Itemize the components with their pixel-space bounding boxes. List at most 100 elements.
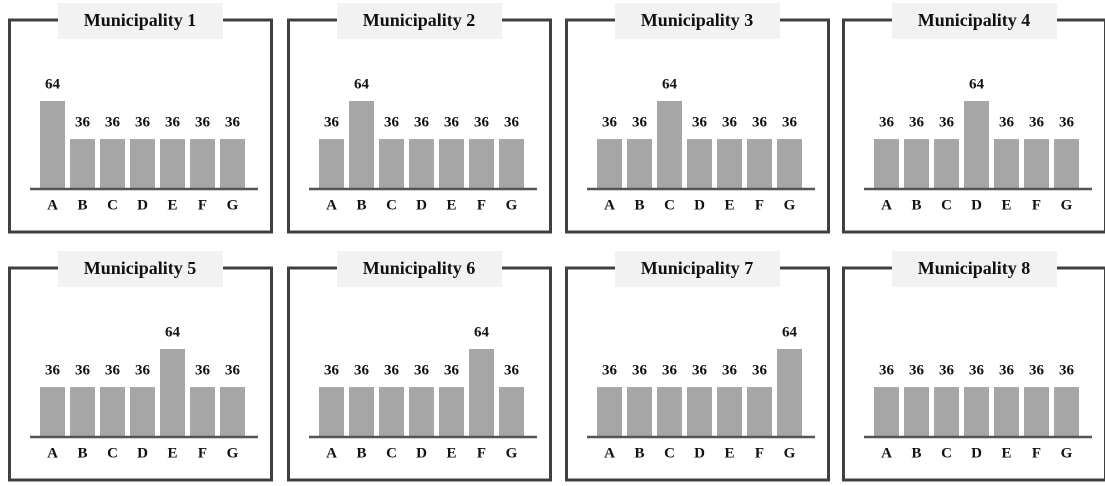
value-label: 36	[632, 115, 648, 131]
value-label: 36	[1059, 115, 1075, 131]
category-label: C	[664, 197, 675, 213]
bar	[627, 387, 652, 436]
value-label: 64	[969, 76, 985, 92]
value-label: 36	[324, 363, 340, 379]
value-label: 36	[909, 115, 925, 131]
bar	[409, 387, 434, 436]
bar	[1054, 387, 1079, 436]
category-label: F	[477, 445, 486, 461]
category-label: B	[911, 197, 921, 213]
chart-title: Municipality 4	[918, 10, 1031, 30]
category-label: E	[1001, 197, 1011, 213]
category-label: E	[1001, 445, 1011, 461]
value-label: 36	[75, 363, 91, 379]
value-label: 36	[752, 363, 768, 379]
value-label: 36	[879, 115, 895, 131]
bar	[160, 349, 185, 436]
value-label: 36	[165, 115, 181, 131]
title-box	[892, 251, 1057, 287]
chart-title: Municipality 5	[84, 258, 197, 278]
bar	[70, 139, 95, 188]
bar	[379, 139, 404, 188]
value-label: 36	[504, 363, 520, 379]
bar	[717, 387, 742, 436]
value-label: 36	[135, 115, 151, 131]
bar	[349, 101, 374, 188]
category-label: G	[227, 197, 239, 213]
title-box	[337, 251, 502, 287]
category-label: E	[724, 445, 734, 461]
value-label: 36	[444, 363, 460, 379]
value-label: 36	[105, 363, 121, 379]
value-label: 36	[1029, 115, 1045, 131]
category-label: G	[227, 445, 239, 461]
bar	[160, 139, 185, 188]
bar	[934, 387, 959, 436]
category-label: G	[506, 445, 518, 461]
value-label: 36	[324, 115, 340, 131]
category-label: B	[634, 197, 644, 213]
value-label: 36	[939, 363, 955, 379]
value-label: 36	[879, 363, 895, 379]
value-label: 36	[632, 363, 648, 379]
bar	[1024, 387, 1049, 436]
value-label: 36	[999, 363, 1015, 379]
category-label: F	[198, 445, 207, 461]
category-label: G	[1061, 445, 1073, 461]
category-label: D	[971, 197, 982, 213]
bar	[439, 139, 464, 188]
bar	[657, 101, 682, 188]
category-label: C	[107, 197, 118, 213]
value-label: 64	[45, 76, 61, 92]
bar	[994, 139, 1019, 188]
bar	[130, 139, 155, 188]
bar	[409, 139, 434, 188]
chart-title: Municipality 1	[84, 10, 197, 30]
value-label: 36	[414, 363, 430, 379]
bar	[439, 387, 464, 436]
bar	[1024, 139, 1049, 188]
value-label: 36	[474, 115, 490, 131]
bar	[40, 387, 65, 436]
value-label: 36	[195, 115, 211, 131]
value-label: 36	[75, 115, 91, 131]
category-label: F	[1032, 445, 1041, 461]
value-label: 36	[384, 115, 400, 131]
category-label: B	[77, 197, 87, 213]
value-label: 36	[909, 363, 925, 379]
bar	[717, 139, 742, 188]
category-label: A	[47, 197, 58, 213]
chart-title: Municipality 6	[363, 258, 476, 278]
value-label: 36	[692, 115, 708, 131]
category-label: D	[416, 445, 427, 461]
bar	[657, 387, 682, 436]
value-label: 36	[602, 363, 618, 379]
category-label: B	[356, 445, 366, 461]
bar	[747, 387, 772, 436]
bar	[874, 139, 899, 188]
bar	[964, 387, 989, 436]
category-label: G	[784, 197, 796, 213]
bar	[747, 139, 772, 188]
category-label: A	[604, 445, 615, 461]
value-label: 36	[939, 115, 955, 131]
category-label: E	[167, 197, 177, 213]
category-label: G	[506, 197, 518, 213]
chart-title: Municipality 2	[363, 10, 476, 30]
category-label: F	[755, 197, 764, 213]
value-label: 36	[354, 363, 370, 379]
category-label: C	[386, 197, 397, 213]
value-label: 64	[474, 324, 490, 340]
bar	[934, 139, 959, 188]
value-label: 36	[444, 115, 460, 131]
value-label: 36	[195, 363, 211, 379]
category-label: A	[881, 445, 892, 461]
value-label: 36	[722, 115, 738, 131]
category-label: F	[755, 445, 764, 461]
bar	[319, 139, 344, 188]
category-label: B	[77, 445, 87, 461]
bar	[100, 387, 125, 436]
bar	[319, 387, 344, 436]
bar	[70, 387, 95, 436]
